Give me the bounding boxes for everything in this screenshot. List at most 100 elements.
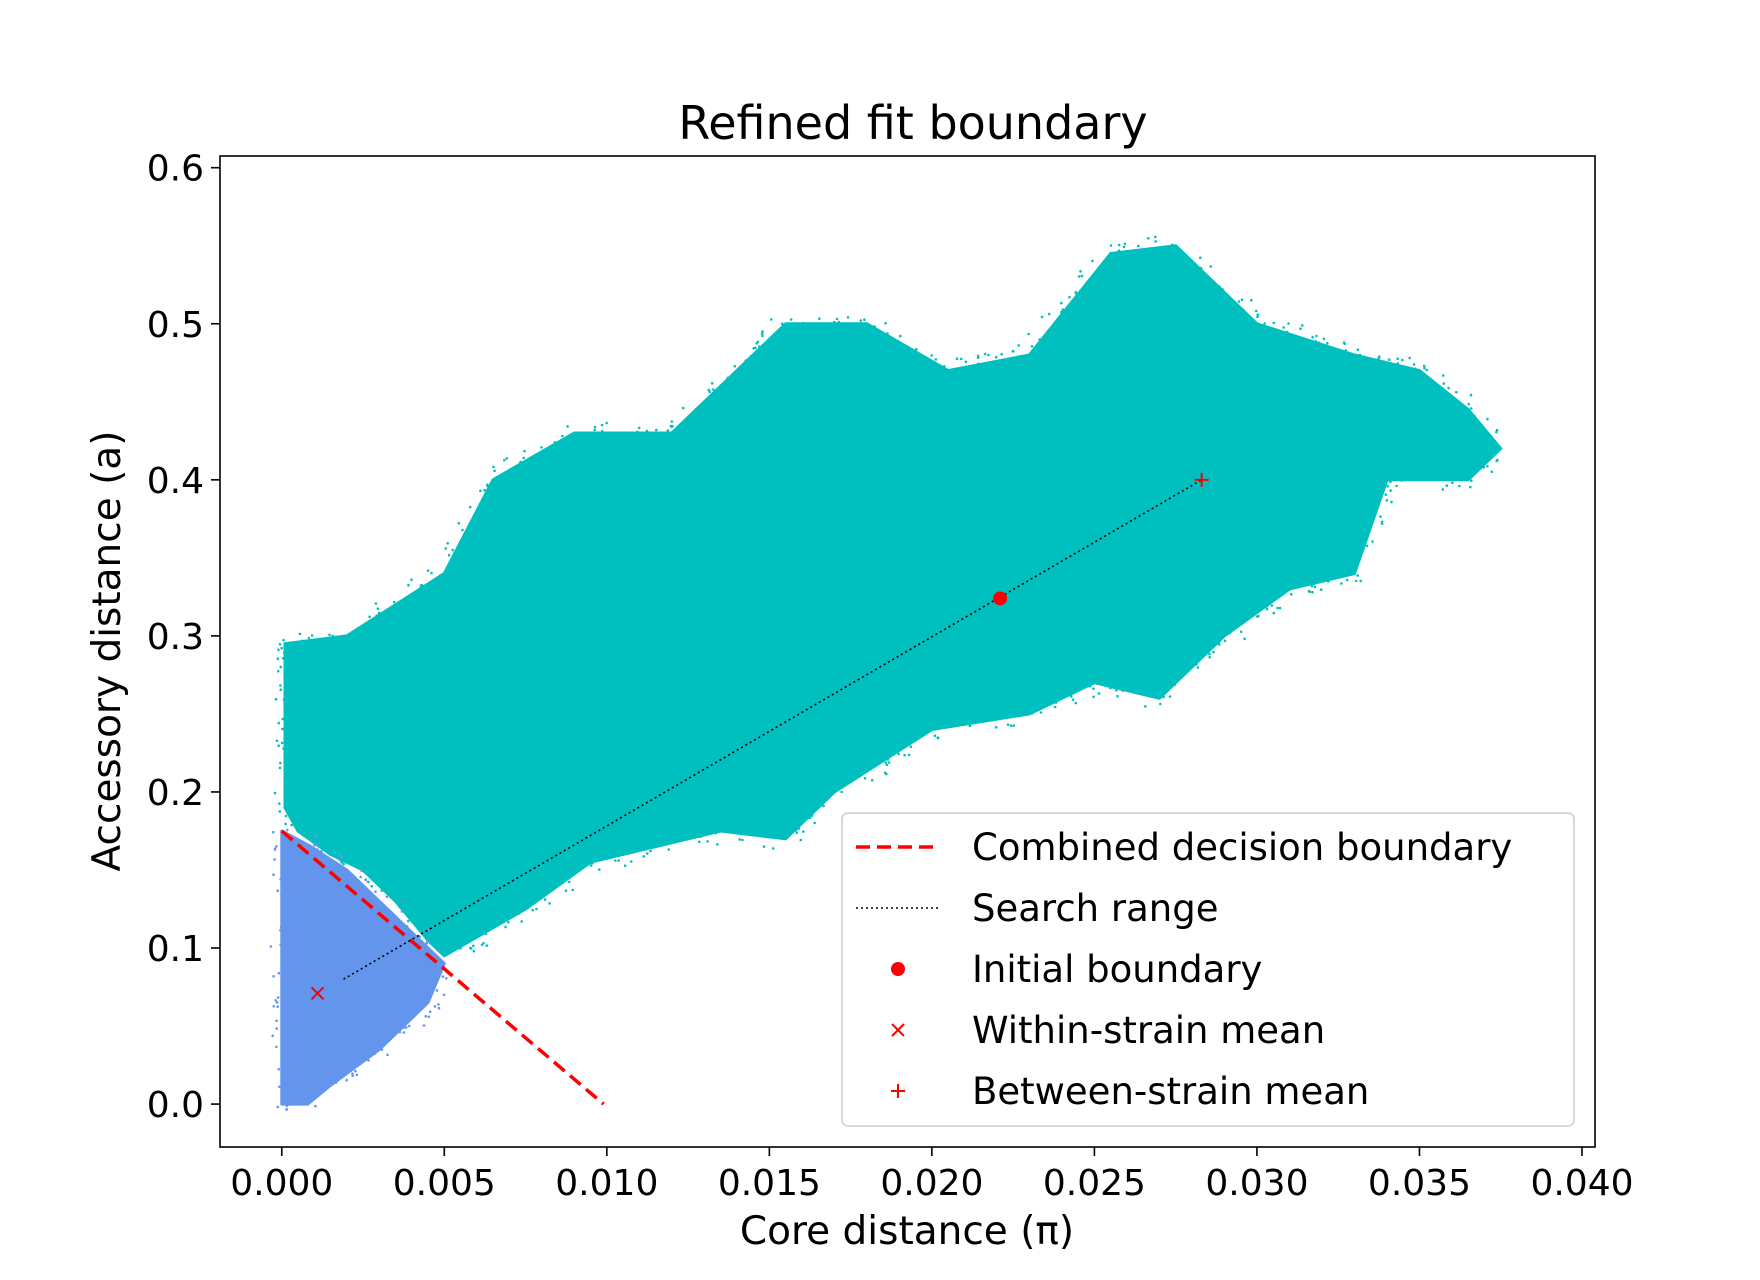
legend-swatch-initial-boundary: [891, 962, 905, 976]
scatter-point: [1088, 685, 1092, 688]
scatter-point: [1217, 640, 1221, 644]
scatter-point: [1117, 249, 1121, 252]
scatter-point: [338, 639, 342, 643]
scatter-point: [1409, 378, 1413, 382]
scatter-point: [377, 611, 381, 615]
scatter-point: [598, 868, 601, 871]
scatter-point: [483, 501, 486, 505]
scatter-point: [1390, 500, 1393, 504]
scatter-point: [706, 821, 710, 825]
scatter-point: [398, 905, 401, 909]
scatter-point: [279, 943, 282, 947]
scatter-point: [1069, 689, 1072, 693]
scatter-point: [794, 828, 798, 832]
scatter-point: [364, 878, 368, 882]
scatter-point: [561, 434, 564, 438]
legend-label-between-strain-mean: Between-strain mean: [972, 1070, 1369, 1113]
scatter-point: [734, 821, 738, 825]
scatter-point: [368, 615, 371, 619]
scatter-point: [279, 665, 283, 669]
scatter-point: [280, 846, 284, 850]
scatter-point: [1493, 444, 1496, 448]
scatter-point: [768, 343, 772, 347]
scatter-point: [1387, 358, 1391, 362]
scatter-point: [1212, 292, 1216, 296]
scatter-point: [906, 740, 910, 744]
scatter-point: [1313, 341, 1316, 344]
scatter-point: [336, 1077, 340, 1080]
scatter-point: [313, 1091, 317, 1094]
scatter-point: [283, 1073, 287, 1076]
scatter-point: [1157, 691, 1161, 695]
scatter-point: [645, 429, 649, 433]
scatter-point: [723, 830, 726, 833]
scatter-point: [286, 828, 289, 832]
scatter-point: [1117, 243, 1121, 247]
scatter-point: [1441, 468, 1445, 472]
scatter-point: [1196, 666, 1200, 669]
scatter-point: [1261, 603, 1265, 607]
scatter-point: [433, 937, 436, 940]
scatter-point: [1473, 427, 1476, 431]
scatter-point: [835, 322, 838, 326]
scatter-point: [1035, 357, 1039, 361]
scatter-point: [617, 859, 620, 862]
scatter-point: [287, 877, 290, 881]
plot-frame: [219, 155, 1596, 1148]
scatter-point: [706, 840, 709, 843]
legend-label-combined-decision-boundary: Combined decision boundary: [972, 826, 1512, 869]
scatter-point: [403, 902, 406, 906]
scatter-point: [1285, 330, 1289, 334]
scatter-point: [1447, 386, 1450, 390]
scatter-point: [752, 347, 755, 350]
scatter-point: [863, 318, 866, 322]
scatter-point: [448, 572, 451, 575]
scatter-point: [959, 357, 963, 361]
x-tick-label: 0.000: [230, 1163, 333, 1204]
scatter-point: [545, 456, 549, 459]
scatter-point: [517, 912, 520, 915]
scatter-point: [716, 843, 719, 846]
scatter-point: [398, 607, 402, 610]
scatter-point: [1159, 702, 1162, 706]
scatter-point: [1447, 478, 1450, 481]
scatter-point: [819, 333, 822, 336]
scatter-point: [291, 912, 294, 916]
scatter-point: [593, 428, 596, 432]
scatter-point: [886, 332, 889, 335]
scatter-point: [1451, 481, 1454, 485]
scatter-point: [292, 750, 295, 753]
scatter-point: [1377, 366, 1380, 370]
scatter-point: [667, 848, 670, 851]
scatter-point: [1226, 303, 1230, 306]
scatter-point: [280, 927, 284, 930]
scatter-point: [568, 866, 572, 870]
scatter-point: [1365, 544, 1369, 548]
scatter-point: [414, 598, 417, 601]
scatter-point: [1313, 585, 1317, 589]
scatter-point: [288, 865, 292, 869]
scatter-point: [367, 880, 370, 884]
scatter-point: [289, 849, 292, 852]
scatter-point: [374, 890, 377, 893]
scatter-point: [1467, 402, 1470, 406]
x-axis-label: Core distance (π): [740, 1209, 1074, 1254]
scatter-point: [313, 843, 316, 847]
scatter-point: [504, 925, 507, 929]
scatter-point: [916, 732, 919, 736]
scatter-point: [873, 343, 876, 346]
scatter-point: [300, 639, 304, 643]
scatter-point: [369, 859, 372, 863]
scatter-point: [1442, 382, 1446, 385]
scatter-point: [437, 1003, 440, 1006]
scatter-point: [1100, 676, 1103, 679]
scatter-point: [1061, 323, 1064, 326]
scatter-point: [711, 388, 715, 391]
scatter-point: [1359, 579, 1362, 583]
scatter-point: [1310, 584, 1314, 588]
scatter-point: [1241, 617, 1244, 620]
scatter-point: [1354, 579, 1358, 583]
scatter-point: [1141, 690, 1145, 693]
scatter-point: [930, 354, 933, 357]
scatter-point: [859, 771, 863, 775]
